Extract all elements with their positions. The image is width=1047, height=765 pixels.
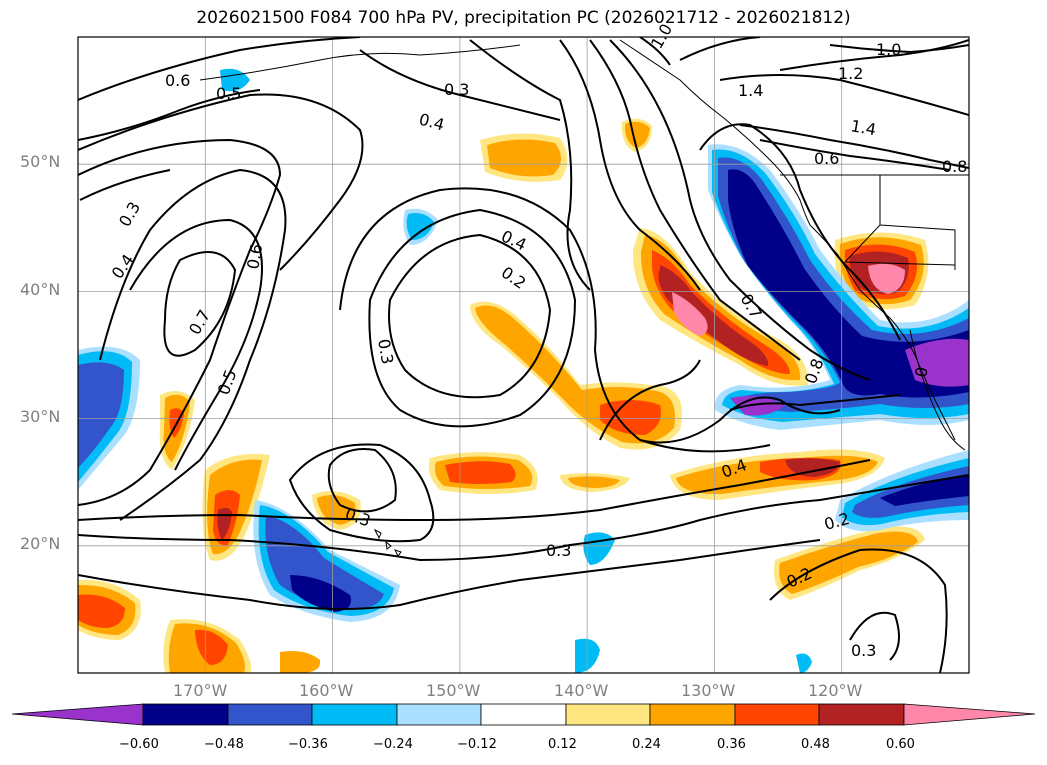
lon-label-140w: 140°W (554, 681, 609, 700)
lat-label-40n: 40°N (20, 280, 61, 299)
colorbar-segment (142, 703, 229, 726)
lat-label-50n: 50°N (20, 152, 61, 171)
map-title: 2026021500 F084 700 hPa PV, precipitatio… (196, 8, 851, 28)
contour-label: 0.6 (243, 242, 266, 270)
colorbar-tick: −0.48 (204, 737, 244, 752)
map-gridlines (78, 37, 969, 673)
contour-label: 1.0 (876, 40, 901, 59)
contour-label: 0.3 (374, 337, 397, 365)
precip-neg-southeast (835, 450, 969, 532)
contour-label: 0 (911, 365, 931, 378)
contour-label: 0.6 (814, 149, 839, 168)
precip-hawaii-band (428, 452, 538, 494)
colorbar-tick: −0.60 (119, 737, 159, 752)
lat-label-20n: 20°N (20, 534, 61, 553)
pv-contours (78, 37, 969, 673)
precip-west-sub (202, 454, 270, 561)
lon-label-130w: 130°W (681, 681, 736, 700)
precipitation-shading (78, 68, 969, 673)
precip-southeast-band (774, 526, 925, 600)
lon-label-170w: 170°W (173, 681, 228, 700)
precip-north-pacific-blob (480, 133, 568, 182)
contour-label: 1.2 (838, 64, 863, 83)
precip-neg-coastal-band (708, 144, 969, 431)
contour-label: 0.3 (851, 641, 876, 660)
colorbar-tick: −0.12 (457, 737, 497, 752)
colorbar-segment (818, 703, 905, 726)
colorbar-tick: 0.48 (801, 737, 830, 752)
colorbar-segment (480, 703, 567, 726)
colorbar-segment (227, 703, 313, 726)
colorbar-tick: −0.36 (288, 737, 328, 752)
contour-label: 0.6 (165, 71, 190, 90)
contour-label: 1.4 (738, 81, 763, 100)
precip-southwest (78, 579, 321, 673)
colorbar-segment (649, 703, 736, 726)
contour-label: 0.3 (444, 80, 469, 99)
precip-neg-hawaii (253, 500, 400, 622)
lat-label-30n: 30°N (20, 407, 61, 426)
colorbar-tick: 0.12 (548, 737, 577, 752)
lon-label-160w: 160°W (299, 681, 354, 700)
colorbar-extend-low (11, 703, 144, 726)
colorbar-tick: 0.36 (717, 737, 746, 752)
precip-small-central (560, 473, 630, 492)
contour-label: 1.4 (849, 116, 877, 139)
colorbar (11, 703, 1036, 726)
contour-label: 0.8 (942, 157, 967, 176)
colorbar-extend-high (903, 703, 1036, 726)
colorbar-segment (396, 703, 482, 726)
colorbar-tick: −0.24 (373, 737, 413, 752)
colorbar-segment (734, 703, 820, 726)
precip-subtropical-band (470, 301, 682, 450)
colorbar-segment (311, 703, 398, 726)
precip-frontal-band (632, 228, 809, 386)
lon-label-120w: 120°W (808, 681, 863, 700)
contour-label: 0.5 (216, 84, 241, 103)
map-frame (77, 36, 970, 674)
colorbar-tick: 0.60 (886, 737, 915, 752)
precip-small-hawaii-west (312, 491, 361, 530)
lon-label-150w: 150°W (426, 681, 481, 700)
colorbar-segment (565, 703, 651, 726)
contour-label: 0.3 (546, 541, 571, 560)
colorbar-tick: 0.24 (632, 737, 661, 752)
